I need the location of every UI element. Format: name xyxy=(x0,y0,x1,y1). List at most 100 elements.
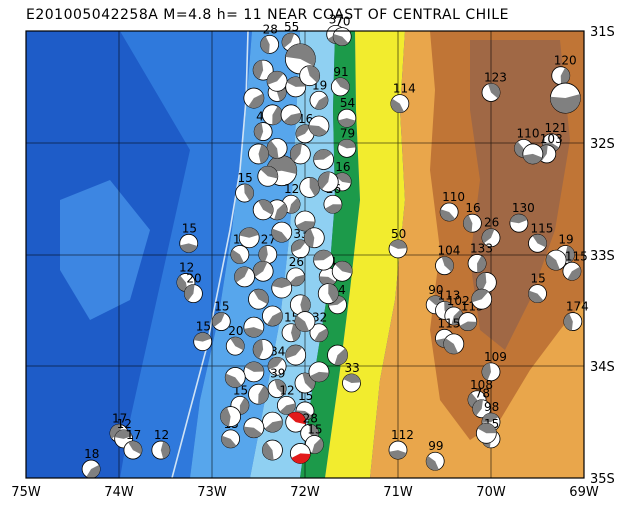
beachball-quadrant xyxy=(300,295,311,315)
map-title: E201005042258A M=4.8 h= 11 NEAR COAST OF… xyxy=(26,7,509,23)
depth-label: 115 xyxy=(565,249,588,263)
focal-mechanism: 99 xyxy=(425,439,445,471)
depth-label: 20 xyxy=(186,272,201,286)
depth-label: 17 xyxy=(126,428,141,442)
focal-mechanism: 15 xyxy=(528,272,547,304)
focal-mechanism xyxy=(280,104,302,126)
beachball-quadrant xyxy=(110,424,123,439)
focal-mechanism: 54 xyxy=(337,96,357,128)
focal-mechanism: 104 xyxy=(435,244,460,276)
focal-mechanism: 114 xyxy=(390,82,416,114)
beachball-quadrant xyxy=(244,184,254,201)
beachball-quadrant xyxy=(296,124,311,138)
beachball-quadrant xyxy=(234,266,249,283)
focal-mechanism xyxy=(317,171,339,193)
depth-label: 79 xyxy=(340,126,355,140)
depth-label: 12 xyxy=(284,182,299,196)
focal-mechanism xyxy=(471,288,493,310)
depth-label: 28 xyxy=(263,22,278,36)
beachball-quadrant xyxy=(114,429,133,439)
depth-label: 15 xyxy=(196,320,211,334)
depth-label: 115 xyxy=(438,316,461,330)
focal-mechanism xyxy=(262,305,283,327)
beachball-quadrant xyxy=(267,71,284,85)
focal-mechanism: 91 xyxy=(330,65,350,97)
beachball-quadrant xyxy=(285,345,303,359)
focal-mechanism: 26 xyxy=(481,216,501,248)
beachball-quadrant xyxy=(291,453,311,464)
focal-mechanism xyxy=(289,143,311,165)
beachball-quadrant xyxy=(528,290,544,303)
lat-label: 34S xyxy=(590,360,615,375)
focal-mechanism xyxy=(234,266,255,288)
lon-label: 70W xyxy=(476,485,506,500)
high-mountain-zone xyxy=(470,40,570,350)
focal-mechanism: 108 xyxy=(467,378,493,410)
focal-mechanism: 20 xyxy=(183,272,203,304)
beachball-quadrant xyxy=(160,441,170,459)
beachball-quadrant xyxy=(193,332,212,342)
focal-mechanism: 174 xyxy=(563,300,589,331)
focal-mechanism xyxy=(303,227,325,249)
beachball-quadrant xyxy=(463,215,473,233)
beachball-quadrant xyxy=(309,177,320,197)
depth-label: 50 xyxy=(391,227,406,241)
focal-mechanism: 109 xyxy=(481,350,507,382)
depth-label: 123 xyxy=(484,70,507,84)
depth-label: 109 xyxy=(484,350,507,364)
focal-mechanism: 115 xyxy=(562,249,588,281)
beachball-quadrant xyxy=(389,239,407,249)
depth-label: 108 xyxy=(470,378,493,392)
beachball-quadrant xyxy=(546,253,560,271)
beachball-quadrant xyxy=(309,371,329,382)
beachball-quadrant xyxy=(258,245,268,263)
focal-mechanism xyxy=(299,177,321,198)
beachball-quadrant xyxy=(254,122,264,141)
focal-mechanism: 15 xyxy=(211,300,231,331)
focal-mechanism xyxy=(317,283,339,305)
focal-mechanism xyxy=(545,249,567,271)
beachball-quadrant xyxy=(308,125,328,136)
focal-mechanism xyxy=(313,149,335,170)
focal-mechanism xyxy=(224,367,246,388)
beachball-quadrant xyxy=(272,106,283,125)
focal-mechanism xyxy=(271,221,293,243)
beachball-quadrant xyxy=(239,227,259,238)
beachball-quadrant xyxy=(567,266,581,281)
beachball-quadrant xyxy=(295,315,309,332)
beachball-quadrant xyxy=(306,65,320,83)
beachball-quadrant xyxy=(476,272,487,292)
focal-mechanism: 12 xyxy=(151,428,171,460)
focal-mechanism xyxy=(252,260,274,282)
beachball-quadrant xyxy=(288,412,306,425)
focal-mechanism: 19 xyxy=(309,78,329,110)
focal-mechanism: 120 xyxy=(551,54,577,86)
focal-mechanism xyxy=(443,333,465,355)
focal-mechanism: 15 xyxy=(235,171,254,203)
focal-mechanism xyxy=(238,227,260,249)
beachball-quadrant xyxy=(443,338,459,354)
beachball-quadrant xyxy=(335,172,352,184)
focal-mechanism: 26 xyxy=(286,255,306,287)
depth-label: 32 xyxy=(312,311,327,325)
focal-mechanism xyxy=(299,65,321,87)
beachball-quadrant xyxy=(288,197,301,214)
beachball-quadrant xyxy=(472,399,483,416)
focal-mechanism xyxy=(308,361,330,383)
beachball-quadrant xyxy=(311,438,324,454)
beachball-quadrant xyxy=(264,420,283,433)
beachball-quadrant xyxy=(220,407,231,427)
depth-label: 28 xyxy=(303,411,318,425)
focal-mechanism xyxy=(294,311,316,332)
beachball-quadrant xyxy=(274,379,287,395)
beachball-quadrant xyxy=(86,464,101,479)
beachball-quadrant xyxy=(319,276,336,286)
beachball-quadrant xyxy=(262,442,274,461)
beachball-quadrant xyxy=(314,95,328,110)
beachball-quadrant xyxy=(258,199,274,215)
depth-label: 115 xyxy=(531,221,554,235)
focal-mechanism: 12 xyxy=(281,182,301,214)
beachball-quadrant xyxy=(176,275,188,292)
beachball-quadrant xyxy=(477,255,487,273)
focal-mechanism: 32 xyxy=(309,311,329,343)
